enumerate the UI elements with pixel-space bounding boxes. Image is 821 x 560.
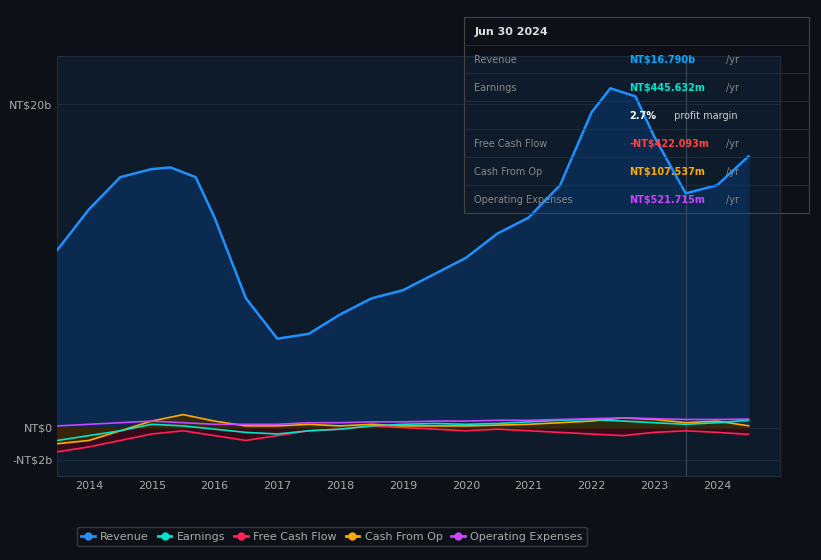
Text: profit margin: profit margin bbox=[671, 111, 737, 121]
Text: Operating Expenses: Operating Expenses bbox=[475, 195, 573, 205]
Text: NT$445.632m: NT$445.632m bbox=[630, 83, 705, 93]
Text: Earnings: Earnings bbox=[475, 83, 516, 93]
Text: Jun 30 2024: Jun 30 2024 bbox=[475, 27, 548, 37]
Text: 2.7%: 2.7% bbox=[630, 111, 656, 121]
Text: NT$107.537m: NT$107.537m bbox=[630, 167, 705, 177]
Text: Revenue: Revenue bbox=[475, 55, 517, 65]
Text: /yr: /yr bbox=[726, 139, 739, 149]
Text: -NT$422.093m: -NT$422.093m bbox=[630, 139, 709, 149]
Text: /yr: /yr bbox=[726, 167, 739, 177]
Text: /yr: /yr bbox=[726, 55, 739, 65]
Text: Cash From Op: Cash From Op bbox=[475, 167, 543, 177]
Text: /yr: /yr bbox=[726, 83, 739, 93]
Text: Free Cash Flow: Free Cash Flow bbox=[475, 139, 548, 149]
Text: NT$16.790b: NT$16.790b bbox=[630, 55, 695, 65]
Legend: Revenue, Earnings, Free Cash Flow, Cash From Op, Operating Expenses: Revenue, Earnings, Free Cash Flow, Cash … bbox=[77, 527, 587, 546]
Text: NT$521.715m: NT$521.715m bbox=[630, 195, 705, 205]
Text: /yr: /yr bbox=[726, 195, 739, 205]
